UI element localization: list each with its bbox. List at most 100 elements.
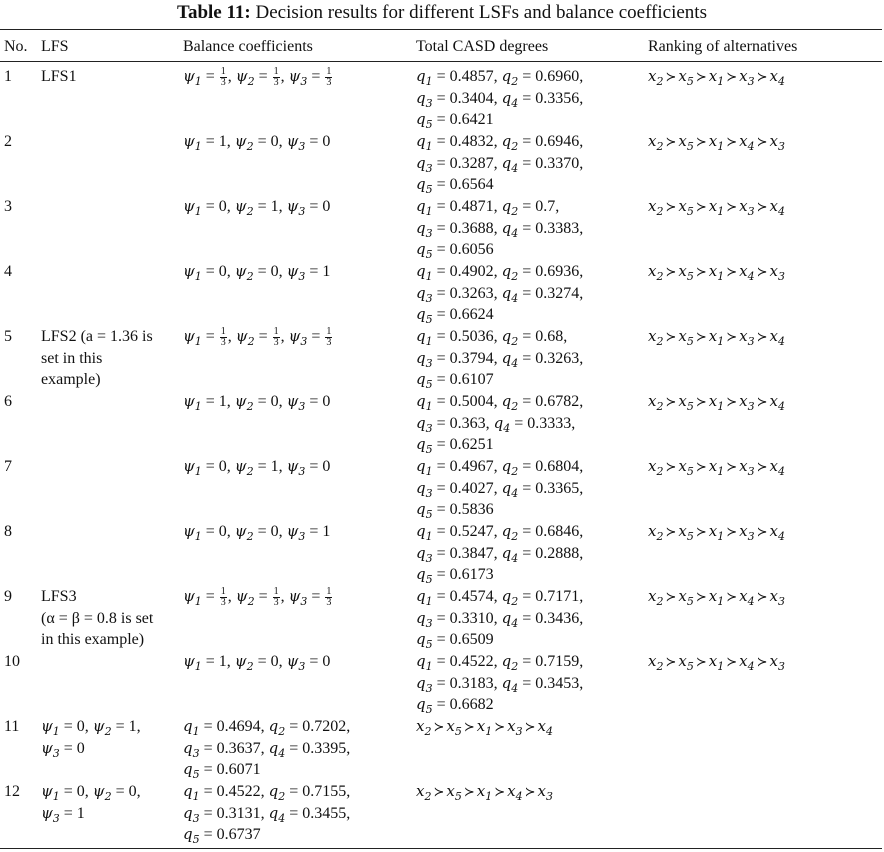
casd-line: q5 = 0.5836 — [416, 500, 494, 522]
casd-line: q1 = 0.4694, q2 = 0.7202, — [183, 717, 351, 738]
ranking-value: x2 ≻ x5 ≻ x1 ≻ x3 ≻ x4 — [648, 197, 785, 218]
header-lfs: LFS — [41, 38, 69, 55]
balance-coefficients: ψ1 = 0, ψ2 = 1, ψ3 = 0 — [183, 197, 331, 218]
casd-value: 0.3131 — [216, 804, 261, 822]
ranking-value: x2 ≻ x5 ≻ x1 ≻ x3 ≻ x4 — [416, 717, 553, 738]
lfs-label: in this example) — [41, 631, 145, 649]
header-balance: Balance coefficients — [183, 38, 313, 55]
casd-value: 0.6737 — [216, 826, 261, 844]
ranking-value: x2 ≻ x5 ≻ x1 ≻ x4 ≻ x3 — [416, 782, 553, 803]
casd-line: q5 = 0.6737 — [183, 825, 261, 847]
casd-line: q1 = 0.4522, q2 = 0.7159, — [416, 652, 584, 673]
casd-value: 0.4871 — [449, 198, 494, 215]
row-number: 11 — [4, 718, 20, 735]
casd-value: 0.3383 — [535, 219, 580, 237]
table-top-rule — [0, 29, 882, 30]
casd-value: 0.5036 — [449, 328, 494, 345]
casd-line: q3 = 0.4027, q4 = 0.3365, — [416, 478, 584, 500]
table-caption: Table 11: Decision results for different… — [0, 2, 884, 24]
casd-value: 0.6509 — [449, 631, 494, 649]
casd-value: 0.6107 — [449, 371, 494, 389]
casd-value: 0.6682 — [449, 696, 494, 714]
balance-coefficients: ψ1 = 0, ψ2 = 0, ψ3 = 1 — [183, 522, 331, 543]
casd-value: 0.3404 — [449, 89, 494, 107]
value: 0 — [322, 198, 331, 215]
casd-line: q1 = 0.4871, q2 = 0.7, — [416, 197, 560, 218]
row-number: 4 — [4, 263, 12, 280]
header-ranking: Ranking of alternatives — [648, 38, 798, 55]
casd-line: q3 = 0.3287, q4 = 0.3370, — [416, 153, 584, 175]
casd-value: 0.7155 — [302, 783, 347, 800]
casd-value: 0.7202 — [302, 718, 347, 735]
lfs-label: LFS1 — [41, 68, 77, 85]
row-number: 1 — [4, 68, 12, 85]
casd-line: q3 = 0.3183, q4 = 0.3453, — [416, 673, 584, 695]
balance-coefficients: ψ3 = 0 — [41, 738, 85, 760]
lfs-label: set in this — [41, 349, 103, 367]
ranking-value: x2 ≻ x5 ≻ x1 ≻ x4 ≻ x3 — [648, 587, 785, 608]
casd-value: 0.3455 — [302, 804, 347, 822]
balance-coefficients: ψ1 = 0, ψ2 = 1, — [41, 717, 141, 738]
casd-line: q3 = 0.3688, q4 = 0.3383, — [416, 218, 584, 240]
value: 0 — [76, 739, 85, 757]
casd-line: q1 = 0.4857, q2 = 0.6960, — [416, 67, 584, 88]
casd-value: 0.3637 — [216, 739, 261, 757]
lfs-label: (α = β = 0.8 is set — [41, 609, 154, 627]
row-number: 3 — [4, 198, 12, 215]
value: 1 — [76, 804, 85, 822]
value: 0 — [218, 458, 227, 475]
value: 0 — [322, 458, 331, 475]
balance-coefficients: ψ1 = 1, ψ2 = 0, ψ3 = 0 — [183, 652, 331, 673]
casd-value: 0.6056 — [449, 241, 494, 259]
row-number: 7 — [4, 458, 12, 475]
lfs-label: LFS2 (a = 1.36 is — [41, 328, 153, 345]
casd-value: 0.6624 — [449, 306, 494, 324]
value: 0 — [218, 198, 227, 215]
casd-line: q1 = 0.4902, q2 = 0.6936, — [416, 262, 584, 283]
casd-value: 0.4967 — [449, 458, 494, 475]
row-number: 2 — [4, 133, 12, 150]
casd-value: 0.4694 — [216, 718, 261, 735]
casd-value: 0.4522 — [449, 653, 494, 670]
casd-value: 0.3453 — [535, 674, 580, 692]
casd-value: 0.3274 — [535, 284, 580, 302]
value: 0 — [322, 653, 331, 670]
casd-value: 0.3310 — [449, 609, 494, 627]
caption-text: Decision results for different LSFs and … — [255, 2, 707, 23]
ranking-value: x2 ≻ x5 ≻ x1 ≻ x3 ≻ x4 — [648, 67, 785, 88]
casd-value: 0.4574 — [449, 588, 494, 605]
casd-line: q5 = 0.6107 — [416, 370, 494, 392]
value: 0 — [76, 718, 85, 735]
header-casd: Total CASD degrees — [416, 38, 549, 55]
value: 0 — [218, 523, 227, 540]
casd-value: 0.6936 — [535, 263, 580, 280]
lfs-label: example) — [41, 371, 101, 389]
casd-line: q3 = 0.3310, q4 = 0.3436, — [416, 608, 584, 630]
balance-coefficients: ψ1 = 1, ψ2 = 0, ψ3 = 0 — [183, 132, 331, 153]
casd-value: 0.363 — [449, 414, 486, 432]
casd-line: q1 = 0.5247, q2 = 0.6846, — [416, 522, 584, 543]
casd-line: q1 = 0.4967, q2 = 0.6804, — [416, 457, 584, 478]
balance-coefficients: ψ1 = 0, ψ2 = 1, ψ3 = 0 — [183, 457, 331, 478]
value: 1 — [322, 263, 331, 280]
casd-value: 0.5004 — [449, 393, 494, 410]
row-number: 5 — [4, 328, 12, 345]
casd-value: 0.7171 — [535, 588, 580, 605]
table-bottom-rule — [0, 848, 882, 849]
value: 1 — [322, 523, 331, 540]
value: 0 — [322, 133, 331, 150]
casd-value: 0.6782 — [535, 393, 580, 410]
casd-value: 0.3794 — [449, 349, 494, 367]
value: 0 — [270, 523, 279, 540]
casd-line: q5 = 0.6682 — [416, 695, 494, 717]
value: 0 — [270, 653, 279, 670]
casd-value: 0.3395 — [302, 739, 347, 757]
